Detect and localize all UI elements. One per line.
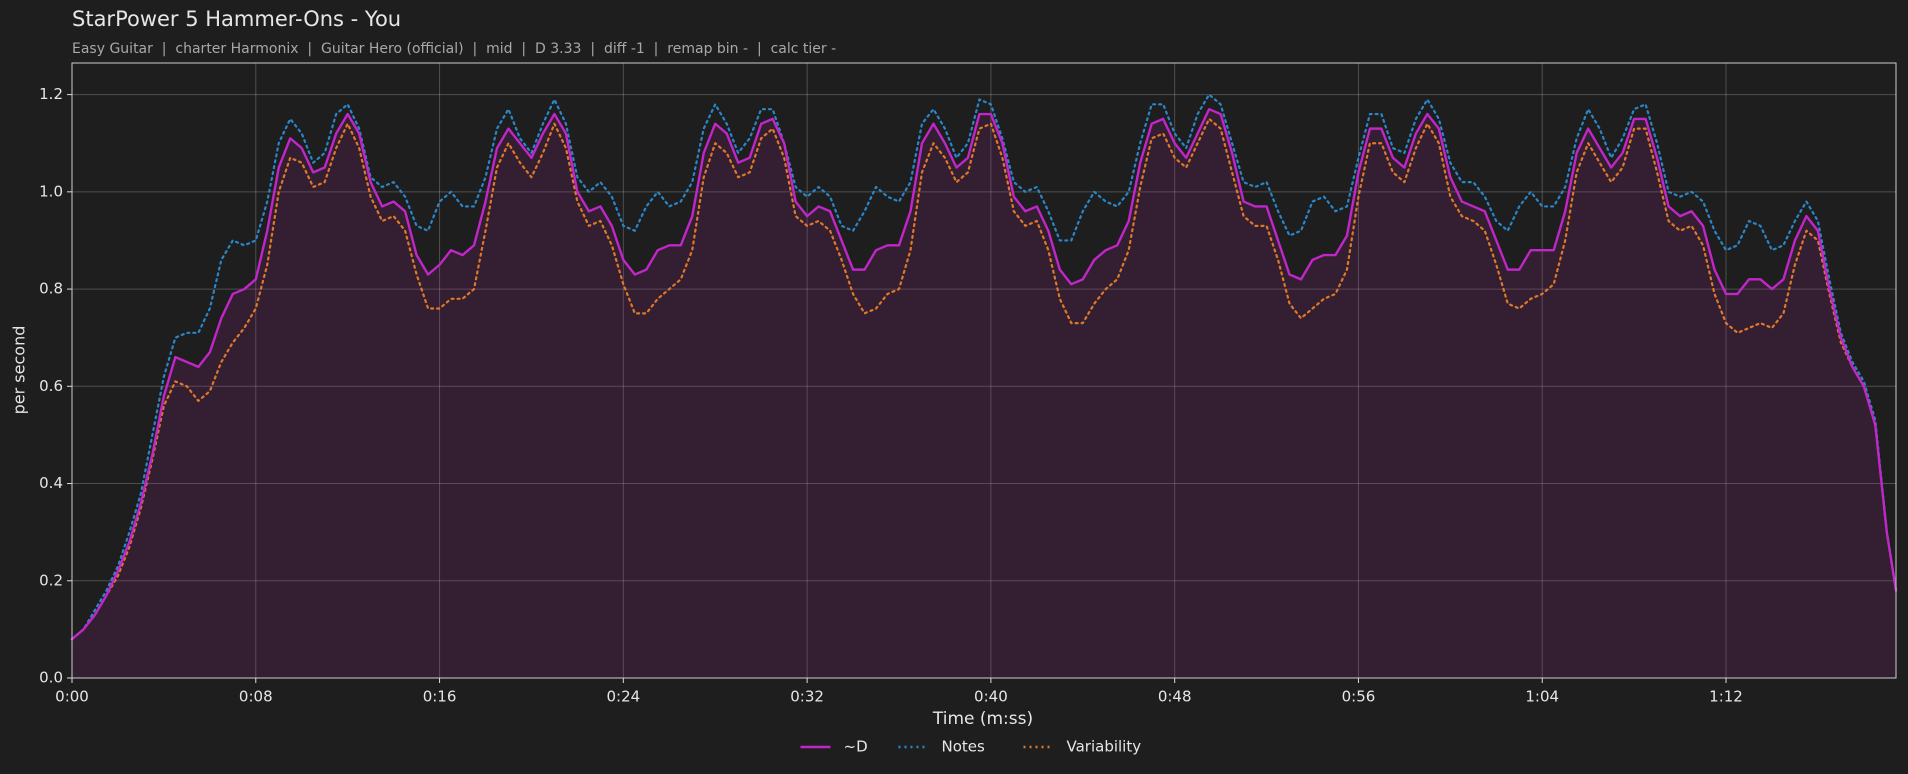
y-axis-label: per second bbox=[10, 326, 29, 415]
x-axis-label: Time (m:ss) bbox=[932, 709, 1033, 729]
line bbox=[70, 117, 1898, 641]
line bbox=[70, 107, 1898, 641]
line bbox=[70, 93, 1898, 641]
x-tick-label: 0:56 bbox=[1342, 688, 1376, 706]
chart-subtitle: Easy Guitar | charter Harmonix | Guitar … bbox=[72, 41, 836, 57]
legend-label: Notes bbox=[942, 738, 986, 756]
y-tick-label: 0.6 bbox=[39, 377, 63, 395]
x-tick-label: 1:12 bbox=[1709, 688, 1743, 706]
y-tick-label: 1.2 bbox=[39, 85, 63, 103]
y-tick-label: 0.2 bbox=[39, 571, 63, 589]
x-tick-label: 0:00 bbox=[55, 688, 89, 706]
chart-title: StarPower 5 Hammer-Ons - You bbox=[72, 7, 401, 31]
y-tick-label: 0.4 bbox=[39, 474, 63, 492]
x-tick-label: 0:24 bbox=[606, 688, 640, 706]
y-tick-label: 0.0 bbox=[39, 669, 63, 687]
x-tick-label: 0:32 bbox=[790, 688, 824, 706]
y-tick-label: 0.8 bbox=[39, 280, 63, 298]
y-tick-label: 1.0 bbox=[39, 182, 63, 200]
x-tick-label: 1:04 bbox=[1525, 688, 1559, 706]
legend-label: Variability bbox=[1067, 738, 1142, 756]
x-tick-label: 0:40 bbox=[974, 688, 1008, 706]
x-tick-label: 0:16 bbox=[423, 688, 457, 706]
area bbox=[72, 109, 1896, 678]
x-tick-label: 0:08 bbox=[239, 688, 273, 706]
x-tick-label: 0:48 bbox=[1158, 688, 1192, 706]
plot-frame bbox=[71, 62, 1897, 679]
legend-label: ~D bbox=[844, 738, 868, 756]
